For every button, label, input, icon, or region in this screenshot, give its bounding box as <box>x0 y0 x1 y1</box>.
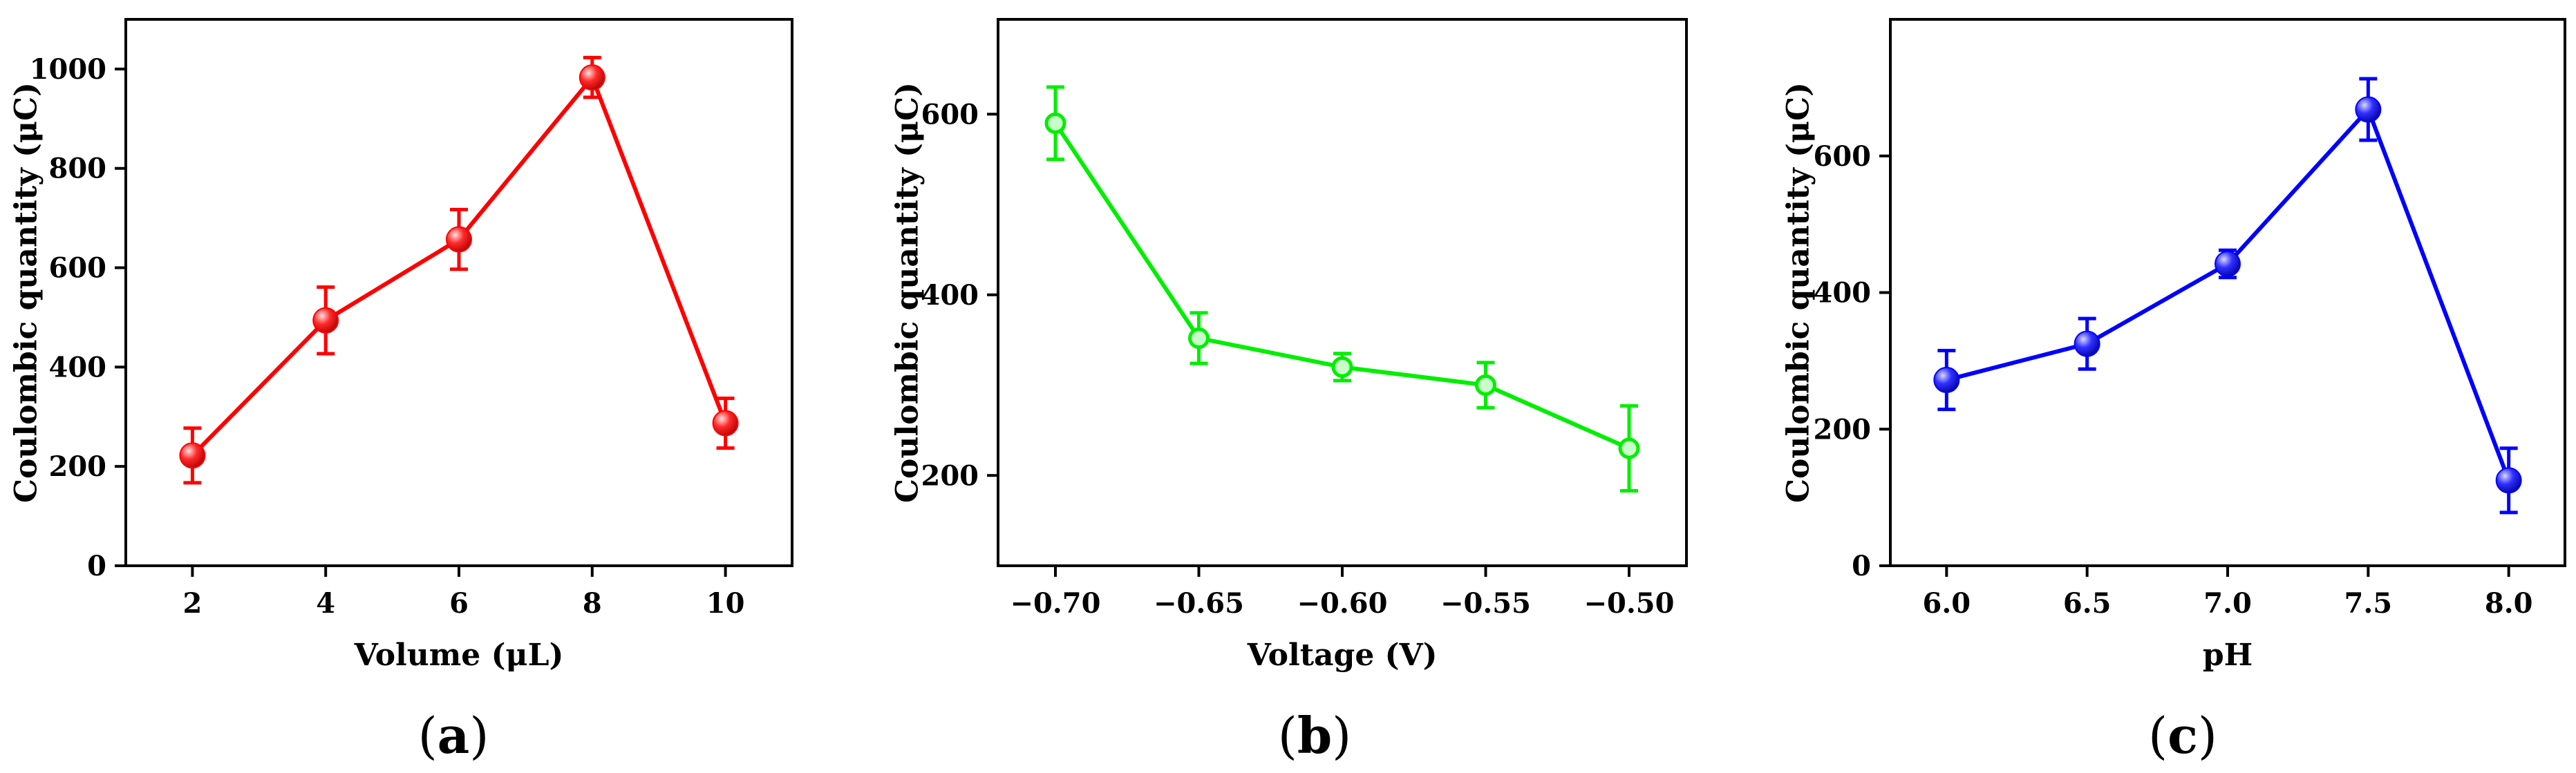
plot-frame <box>124 18 793 567</box>
panel-label: (b) <box>1278 706 1352 765</box>
data-point <box>1188 327 1210 350</box>
plot-frame <box>1889 18 2566 567</box>
x-tick-label: −0.65 <box>1154 587 1244 620</box>
data-point <box>1044 112 1066 134</box>
data-point <box>1933 367 1960 394</box>
data-point <box>1331 356 1353 378</box>
x-tick-label: 8 <box>583 587 602 620</box>
data-point <box>179 442 206 469</box>
data-point <box>2215 250 2241 277</box>
x-tick-label: 6.0 <box>1923 587 1971 620</box>
panel-b: −0.70 −0.65 −0.60 −0.55 −0.50 200 400 600 Voltag… <box>890 18 1688 765</box>
data-point <box>2495 467 2522 494</box>
y-tick-label: 200 <box>921 459 979 492</box>
x-tick-label: −0.50 <box>1584 587 1675 620</box>
y-tick-label: 1000 <box>30 53 106 86</box>
y-tick-label: 800 <box>49 153 107 185</box>
y-tick-label: 600 <box>921 98 979 131</box>
x-tick-label: 7.0 <box>2203 587 2252 620</box>
x-tick-label: −0.60 <box>1297 587 1388 620</box>
series-line <box>1053 122 1630 450</box>
data-point <box>579 64 605 91</box>
panel-label: (a) <box>418 706 489 765</box>
data-point <box>2355 96 2382 123</box>
x-tick-label: 7.5 <box>2344 587 2393 620</box>
plot-frame <box>997 18 1688 567</box>
data-point <box>312 307 339 334</box>
data-point <box>1475 374 1496 397</box>
x-tick-label: 10 <box>706 587 745 620</box>
panel-c: 6.0 6.5 7.0 7.5 8.0 0 200 400 600 pH Coulombic qua… <box>1781 18 2566 765</box>
y-tick-label: 200 <box>1814 413 1872 446</box>
x-axis-title: Volume (μL) <box>354 638 564 673</box>
data-point <box>446 226 472 253</box>
x-tick-label: 6 <box>449 587 469 620</box>
y-tick-label: 0 <box>87 550 106 582</box>
x-axis-title: pH <box>2203 638 2253 673</box>
x-tick-label: 2 <box>182 587 202 620</box>
y-tick-label: 600 <box>1814 140 1872 173</box>
x-tick-label: −0.55 <box>1440 587 1531 620</box>
panel-a: 2 4 6 8 10 0 200 400 600 800 1000 Volume (μL) Coulom… <box>9 18 793 765</box>
y-tick-label: 200 <box>49 450 107 483</box>
x-tick-label: 8.0 <box>2485 587 2533 620</box>
y-tick-label: 400 <box>921 279 979 312</box>
series-line <box>1946 107 2511 481</box>
y-tick-label: 600 <box>49 252 107 285</box>
x-tick-label: −0.70 <box>1010 587 1101 620</box>
y-axis-title: Coulombic quantity (μC) <box>9 82 44 503</box>
data-point <box>712 410 739 437</box>
y-axis-title: Coulombic quantity (μC) <box>890 82 925 503</box>
y-tick-label: 400 <box>1814 277 1872 309</box>
panel-label: (c) <box>2148 706 2217 765</box>
y-tick-label: 400 <box>49 351 107 383</box>
x-tick-label: 6.5 <box>2063 587 2112 620</box>
x-axis-title: Voltage (V) <box>1247 638 1438 673</box>
data-point <box>1618 437 1640 459</box>
data-point <box>2074 330 2100 357</box>
x-tick-label: 4 <box>316 587 335 620</box>
y-axis-title: Coulombic quantity (μC) <box>1781 82 1816 503</box>
y-tick-label: 0 <box>1852 550 1871 582</box>
